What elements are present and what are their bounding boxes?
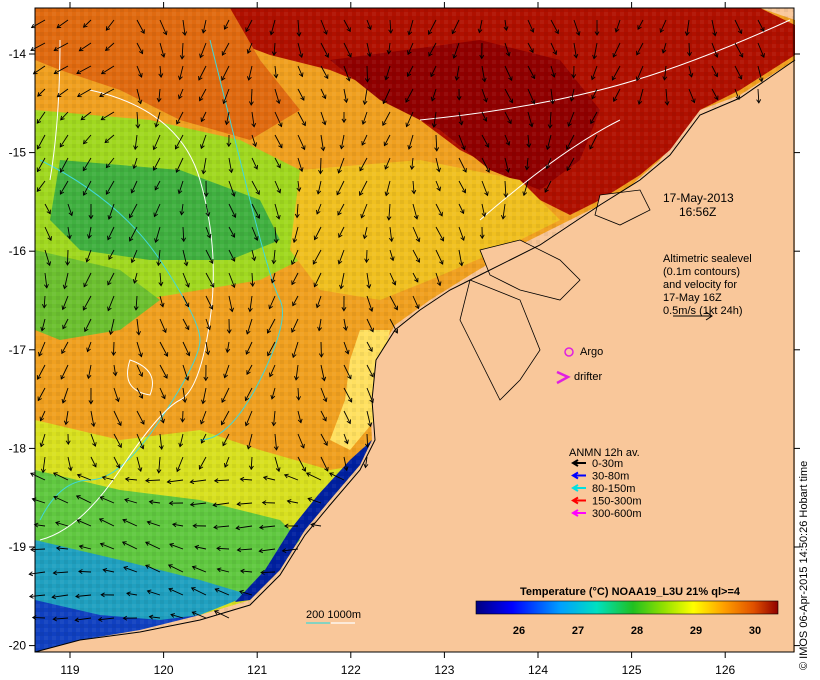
colorbar-tick-label: 28 [631,625,643,637]
y-tick-label: -14 [9,47,27,61]
altimetry-line-1: Altimetric sealevel [663,253,752,265]
y-tick-label: -17 [9,343,27,357]
axis-frame [34,7,795,653]
y-tick-label: -20 [9,639,27,653]
anmn-legend-label: 30-80m [592,471,629,483]
anmn-legend-label: 300-600m [592,508,642,520]
anmn-legend: ANMN 12h av. 0-30m30-80m80-150m150-300m3… [569,447,642,520]
y-axis: -14 -15 -16 -17 -18 -19 -20 [9,47,800,653]
altimetry-line-4: 17-May 16Z [663,292,722,304]
x-tick-label: 120 [154,663,174,677]
anmn-legend-label: 0-30m [592,458,623,470]
colorbar-tick-label: 27 [572,625,584,637]
x-tick-label: 124 [528,663,548,677]
colorbar-tick-label: 30 [749,625,761,637]
land [34,59,796,653]
depth-legend: 200 1000m [306,609,361,624]
time-label: 16:56Z [679,205,716,219]
drifter-label: drifter [574,371,602,383]
argo-symbol [564,347,574,357]
credit-text: © IMOS 06-Apr-2015 14:50:26 Hobart time [798,460,810,670]
y-tick-label: -16 [9,244,27,258]
date-label: 17-May-2013 [663,191,734,205]
colorbar: Temperature (°C) NOAA19_L3U 21% ql>=4 26… [475,586,779,637]
y-tick-label: -19 [9,540,27,554]
altimetry-line-2: (0.1m contours) [663,266,740,278]
altimetry-legend: Altimetric sealevel (0.1m contours) and … [663,253,752,321]
x-tick-label: 121 [247,663,267,677]
colorbar-tick-label: 29 [690,625,702,637]
y-tick-label: -15 [9,146,27,160]
x-axis: 119 120 121 122 123 124 125 126 [60,2,736,677]
anmn-title: ANMN 12h av. [569,447,640,459]
x-tick-label: 123 [434,663,454,677]
altimetry-line-3: and velocity for [663,279,737,291]
drifter-symbol [556,370,571,385]
depth-legend-label: 200 1000m [306,609,361,621]
x-tick-label: 119 [60,663,79,677]
argo-label: Argo [580,346,603,358]
x-tick-label: 126 [715,663,735,677]
colorbar-tick-label: 26 [513,625,525,637]
x-tick-label: 125 [622,663,642,677]
colorbar-title: Temperature (°C) NOAA19_L3U 21% ql>=4 [520,586,741,598]
anmn-legend-label: 150-300m [592,496,642,508]
velocity-arrows [28,19,765,623]
anmn-legend-label: 80-150m [592,483,635,495]
colorbar-gradient [475,600,779,615]
y-tick-label: -18 [9,441,27,455]
altimetry-line-5: 0.5m/s (1kt 24h) [663,305,742,317]
x-tick-label: 122 [341,663,361,677]
